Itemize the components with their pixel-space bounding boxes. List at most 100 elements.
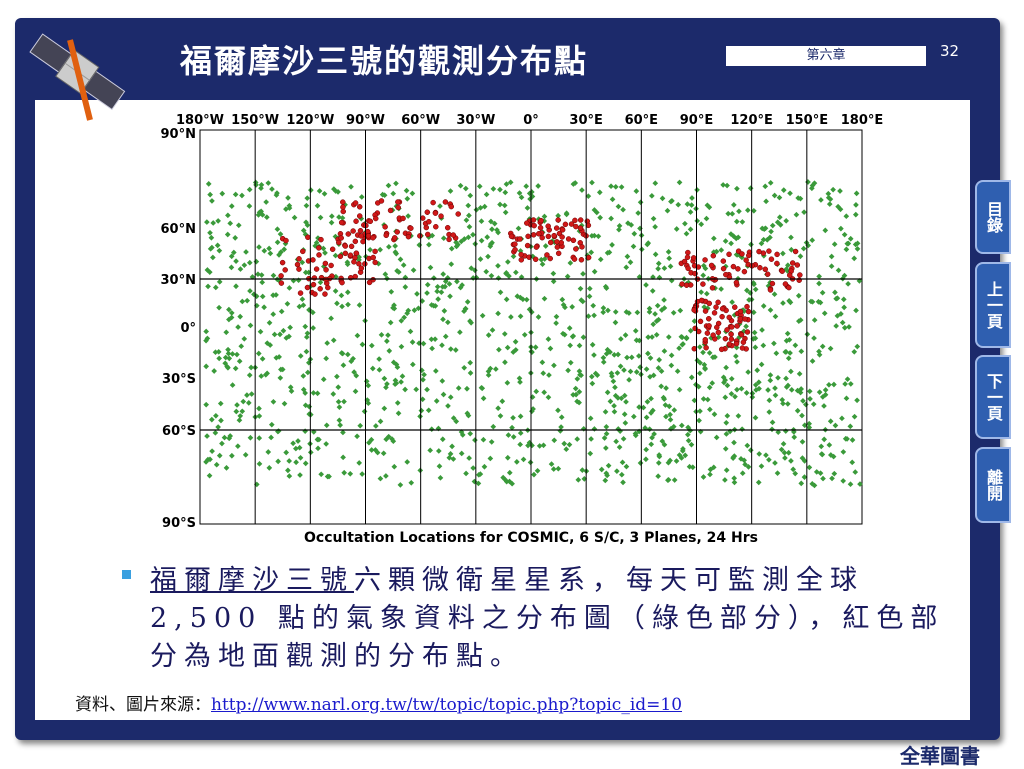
dot-green: [736, 208, 742, 215]
dot-green: [623, 399, 629, 405]
nav-toc[interactable]: 目錄: [975, 180, 1011, 254]
dot-red: [405, 233, 412, 240]
dot-green: [722, 477, 728, 483]
nav-next-label[interactable]: 下一頁: [984, 373, 1003, 421]
dot-red: [577, 217, 584, 223]
dot-green: [215, 218, 221, 224]
dot-red: [352, 273, 358, 280]
nav-prev-label[interactable]: 上一頁: [984, 281, 1003, 329]
dot-green: [553, 320, 559, 327]
dot-green: [485, 332, 492, 338]
dot-green: [635, 210, 641, 216]
dot-green: [341, 398, 347, 405]
dot-green: [235, 222, 242, 229]
dot-green: [453, 418, 460, 425]
dot-green: [650, 321, 657, 328]
dot-green: [788, 458, 794, 464]
dot-red: [766, 248, 772, 254]
dot-green: [381, 192, 388, 199]
dot-green: [286, 473, 293, 479]
dot-green: [550, 466, 557, 472]
dot-green: [308, 187, 314, 193]
dot-green: [384, 338, 390, 344]
dot-green: [510, 434, 517, 440]
dot-green: [523, 183, 530, 190]
dot-green: [368, 342, 375, 349]
dot-green: [322, 250, 328, 256]
dot-green: [661, 297, 667, 303]
source-link[interactable]: http://www.narl.org.tw/tw/topic/topic.ph…: [211, 695, 683, 715]
dot-green: [553, 313, 560, 320]
dot-green: [798, 348, 805, 355]
bullet-link[interactable]: 福爾摩沙三號: [150, 565, 354, 596]
dot-red: [743, 257, 749, 263]
dot-green: [302, 269, 309, 276]
nav-exit[interactable]: 離開: [975, 447, 1011, 523]
dot-green: [296, 444, 303, 451]
dot-red: [757, 264, 763, 271]
dot-green: [783, 384, 790, 390]
dot-green: [738, 385, 745, 392]
dot-green: [782, 455, 788, 461]
dot-green: [394, 400, 401, 406]
dot-green: [317, 279, 324, 286]
nav-next[interactable]: 下一頁: [975, 355, 1011, 439]
dot-green: [578, 297, 585, 303]
dot-green: [520, 296, 526, 303]
dot-red: [698, 297, 705, 304]
dot-green: [852, 211, 859, 218]
dot-red: [350, 228, 356, 234]
dot-green: [515, 225, 522, 232]
dot-green: [676, 179, 683, 186]
dot-green: [475, 480, 482, 487]
dot-green: [730, 233, 737, 239]
dot-green: [336, 404, 343, 410]
dot-green: [623, 264, 630, 271]
dot-green: [724, 413, 731, 419]
dot-green: [751, 329, 758, 336]
dot-green: [267, 250, 274, 257]
dot-green: [700, 349, 706, 356]
dot-green: [402, 386, 408, 393]
dot-green: [497, 186, 503, 193]
dot-red: [524, 220, 530, 226]
dot-green: [722, 445, 729, 452]
dot-green: [799, 412, 805, 419]
dot-red: [536, 231, 542, 237]
dot-green: [457, 182, 464, 189]
dot-green: [763, 452, 769, 458]
nav-prev[interactable]: 上一頁: [975, 262, 1011, 348]
dot-green: [445, 403, 451, 409]
dot-green: [536, 443, 543, 449]
dot-green: [330, 391, 337, 397]
dot-green: [340, 362, 347, 369]
dot-red: [571, 256, 578, 262]
dot-green: [800, 398, 806, 404]
dot-red: [278, 280, 285, 286]
dot-red: [738, 331, 745, 338]
dot-red: [328, 262, 334, 269]
dot-green: [368, 447, 375, 453]
dot-green: [832, 422, 839, 429]
dot-green: [330, 337, 337, 344]
dot-green: [567, 359, 574, 366]
dot-green: [310, 325, 316, 331]
dot-green: [297, 472, 303, 478]
dot-green: [608, 183, 614, 190]
dot-green: [604, 389, 611, 396]
dot-green: [258, 182, 265, 188]
dot-green: [226, 355, 233, 362]
dot-green: [687, 327, 694, 334]
dot-red: [573, 246, 579, 252]
dot-green: [457, 329, 463, 336]
dot-green: [216, 279, 223, 285]
dot-red: [733, 340, 740, 347]
dot-green: [488, 272, 495, 279]
dot-green: [685, 431, 691, 438]
dot-green: [835, 267, 842, 274]
dot-green: [688, 202, 695, 208]
dot-green: [278, 308, 285, 315]
dot-green: [811, 180, 818, 187]
dot-green: [749, 390, 756, 397]
dot-green: [713, 434, 720, 441]
